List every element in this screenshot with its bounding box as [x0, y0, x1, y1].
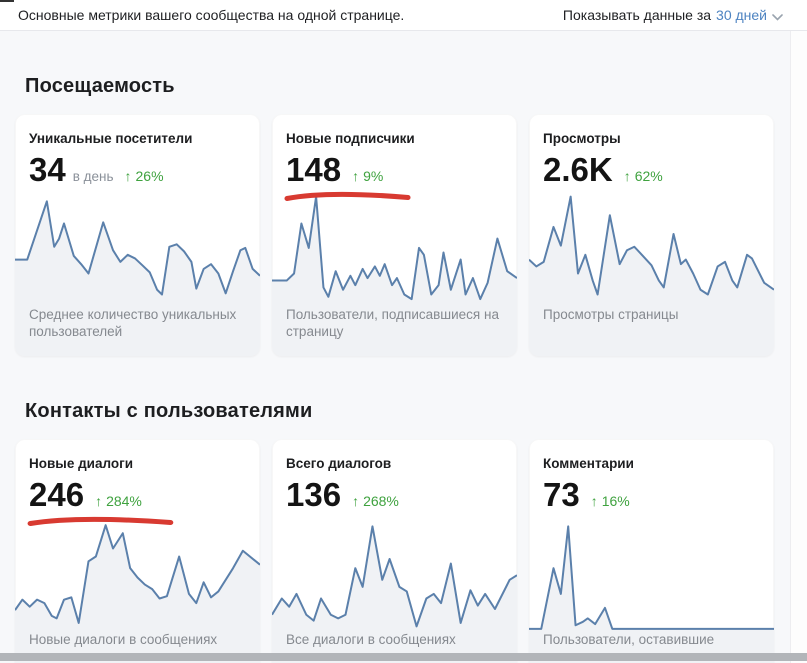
- up-arrow-icon: ↑: [352, 168, 360, 184]
- sparkline-chart: [529, 517, 774, 663]
- section-title: Контакты с пользователями: [25, 400, 313, 422]
- metric-value-row: 73 ↑ 16%: [543, 476, 764, 514]
- chevron-down-icon[interactable]: [772, 8, 783, 24]
- card-title: Всего диалогов: [286, 456, 392, 471]
- cards-row: Уникальные посетители 34 в день ↑ 26% Ср…: [15, 114, 790, 356]
- card-title: Комментарии: [543, 456, 634, 471]
- page-title: Основные метрики вашего сообщества на од…: [18, 7, 405, 23]
- delta-value: 62%: [634, 168, 663, 184]
- card-caption: Новые диалоги в сообщениях: [29, 632, 218, 647]
- metric-value: 2.6K: [543, 151, 613, 188]
- card-title: Новые подписчики: [286, 131, 415, 146]
- card-title: Новые диалоги: [29, 456, 134, 471]
- up-arrow-icon: ↑: [590, 493, 598, 509]
- cards-row: Новые диалоги 246 ↑ 284% Новые диалоги в…: [15, 439, 790, 663]
- metric-value: 73: [543, 476, 580, 513]
- sparkline-chart: [272, 517, 517, 663]
- up-arrow-icon: ↑: [623, 168, 631, 184]
- period-label: Показывать данные за: [562, 7, 712, 23]
- metric-card[interactable]: Просмотры 2.6K ↑ 62% Просмотры страницы: [529, 114, 774, 356]
- card-caption: Просмотры страницы: [543, 307, 679, 322]
- sparkline-chart: [15, 517, 260, 663]
- delta-badge: ↑ 284%: [95, 493, 142, 509]
- metrics-section: Контакты с пользователями Новые диалоги …: [0, 400, 790, 663]
- delta-badge: ↑ 9%: [352, 168, 383, 184]
- bottom-window-edge: [0, 653, 807, 661]
- metric-value: 246: [29, 476, 85, 513]
- card-caption: Пользователи, оставившие: [543, 632, 715, 647]
- delta-value: 284%: [106, 493, 142, 509]
- delta-value: 16%: [601, 493, 630, 509]
- delta-value: 268%: [363, 493, 399, 509]
- delta-badge: ↑ 268%: [352, 493, 399, 509]
- metric-value: 136: [286, 476, 342, 513]
- metric-value-row: 246 ↑ 284%: [29, 476, 250, 514]
- section-title: Посещаемость: [25, 75, 175, 97]
- up-arrow-icon: ↑: [352, 493, 360, 509]
- delta-value: 9%: [363, 168, 384, 184]
- sparkline-chart: [529, 192, 774, 356]
- metric-value: 34: [29, 151, 66, 188]
- metric-card[interactable]: Новые подписчики 148 ↑ 9% Пользователи, …: [272, 114, 517, 356]
- topbar: Основные метрики вашего сообщества на од…: [0, 0, 807, 31]
- metric-unit: в день: [72, 169, 114, 184]
- up-arrow-icon: ↑: [124, 168, 132, 184]
- sparkline-chart: [15, 192, 260, 356]
- metric-value-row: 136 ↑ 268%: [286, 476, 507, 514]
- card-title: Просмотры: [543, 131, 621, 146]
- up-arrow-icon: ↑: [95, 493, 103, 509]
- metric-card[interactable]: Всего диалогов 136 ↑ 268% Все диалоги в …: [272, 439, 517, 663]
- metric-value-row: 2.6K ↑ 62%: [543, 151, 764, 189]
- content: Посещаемость Уникальные посетители 34 в …: [0, 31, 790, 663]
- card-caption: Пользователи, подписавшиеся на страницу: [286, 307, 499, 339]
- metric-card[interactable]: Комментарии 73 ↑ 16% Пользователи, остав…: [529, 439, 774, 663]
- scrollbar-track[interactable]: [790, 31, 807, 663]
- card-caption: Среднее количество уникальных пользовате…: [29, 307, 237, 339]
- corner-artifact: [0, 0, 14, 2]
- period-selector[interactable]: Показывать данные за 30 дней: [563, 0, 783, 30]
- delta-badge: ↑ 62%: [624, 168, 663, 184]
- metric-card[interactable]: Новые диалоги 246 ↑ 284% Новые диалоги в…: [15, 439, 260, 663]
- card-caption: Все диалоги в сообщениях: [286, 632, 456, 647]
- period-value-link[interactable]: 30 дней: [716, 7, 767, 23]
- sparkline-chart: [272, 192, 517, 356]
- metric-card[interactable]: Уникальные посетители 34 в день ↑ 26% Ср…: [15, 114, 260, 356]
- card-title: Уникальные посетители: [29, 131, 193, 146]
- metric-value-row: 148 ↑ 9%: [286, 151, 507, 189]
- metrics-section: Посещаемость Уникальные посетители 34 в …: [0, 75, 790, 356]
- delta-badge: ↑ 26%: [125, 168, 164, 184]
- delta-value: 26%: [135, 168, 164, 184]
- delta-badge: ↑ 16%: [591, 493, 630, 509]
- metric-value: 148: [286, 151, 342, 188]
- metric-value-row: 34 в день ↑ 26%: [29, 151, 250, 189]
